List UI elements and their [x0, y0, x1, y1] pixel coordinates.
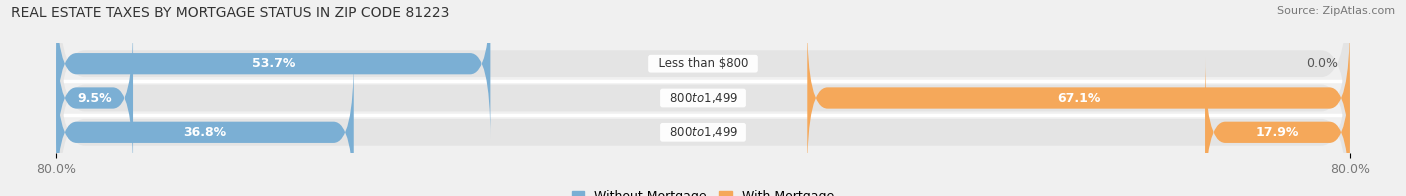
- Text: 67.1%: 67.1%: [1057, 92, 1101, 104]
- Text: $800 to $1,499: $800 to $1,499: [662, 91, 744, 105]
- FancyBboxPatch shape: [56, 0, 491, 139]
- FancyBboxPatch shape: [56, 26, 1350, 196]
- Text: 9.5%: 9.5%: [77, 92, 112, 104]
- Text: Source: ZipAtlas.com: Source: ZipAtlas.com: [1277, 6, 1395, 16]
- FancyBboxPatch shape: [1205, 57, 1350, 196]
- Text: 0.0%: 0.0%: [1306, 57, 1337, 70]
- Text: REAL ESTATE TAXES BY MORTGAGE STATUS IN ZIP CODE 81223: REAL ESTATE TAXES BY MORTGAGE STATUS IN …: [11, 6, 450, 20]
- FancyBboxPatch shape: [56, 23, 134, 173]
- Text: 36.8%: 36.8%: [183, 126, 226, 139]
- Text: 53.7%: 53.7%: [252, 57, 295, 70]
- Legend: Without Mortgage, With Mortgage: Without Mortgage, With Mortgage: [568, 187, 838, 196]
- Text: 17.9%: 17.9%: [1256, 126, 1299, 139]
- Text: Less than $800: Less than $800: [651, 57, 755, 70]
- FancyBboxPatch shape: [56, 57, 354, 196]
- Text: $800 to $1,499: $800 to $1,499: [662, 125, 744, 139]
- FancyBboxPatch shape: [56, 0, 1350, 196]
- FancyBboxPatch shape: [56, 0, 1350, 170]
- FancyBboxPatch shape: [807, 23, 1350, 173]
